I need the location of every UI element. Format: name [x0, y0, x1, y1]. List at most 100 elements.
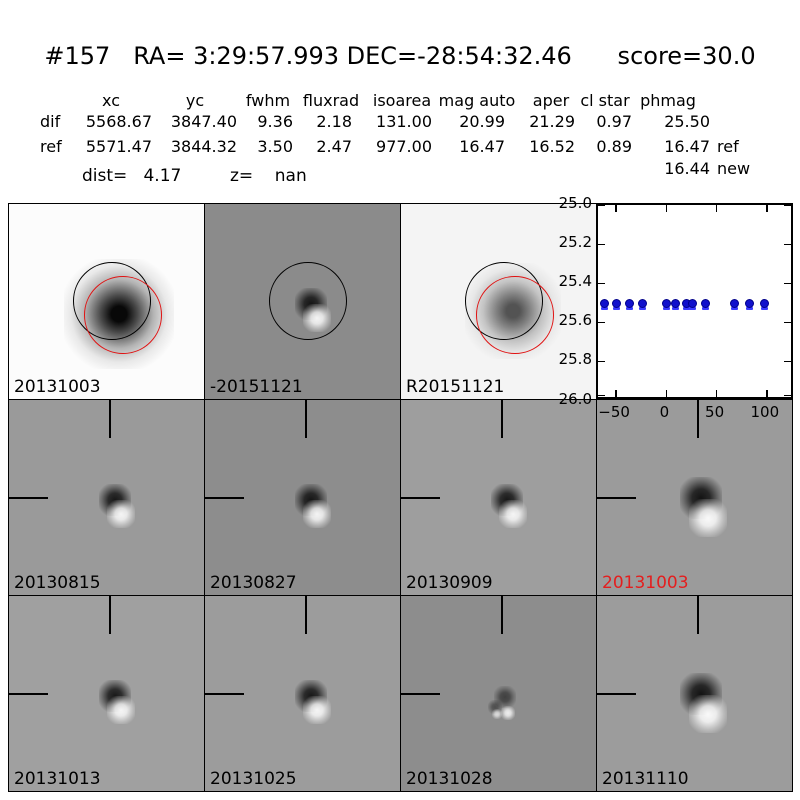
cutout-cell-20131003: 20131003 [596, 399, 793, 596]
x-tick-label: 100 [750, 403, 780, 421]
photometry-point [637, 298, 647, 308]
cutout-cell-20130815: 20130815 [8, 399, 205, 596]
crosshair-tick-left [205, 693, 244, 695]
y-tick-left [598, 282, 605, 285]
y-tick-left [598, 205, 605, 207]
residual-blob-light-1 [689, 499, 727, 537]
x-tick-bottom [715, 390, 718, 397]
x-tick-top [615, 205, 617, 212]
y-tick-right [784, 395, 791, 397]
cutout-date-label: -20151121 [210, 377, 303, 397]
table-value-dif-5: 20.99 [459, 112, 505, 131]
crosshair-tick-left [9, 497, 48, 499]
table-value-dif-3: 2.18 [316, 112, 352, 131]
crosshair-tick-top [109, 400, 111, 438]
photometry-limit-cap [671, 307, 679, 311]
cutout-cell-20131110: 20131110 [596, 595, 793, 792]
aperture-circle-red [84, 276, 162, 354]
y-tick-left [598, 361, 605, 363]
table-header-xc: xc [102, 91, 120, 110]
dist-value: dist= 4.17 [82, 166, 182, 186]
y-tick-left [598, 321, 605, 324]
table-row-label-ref: ref [40, 137, 62, 156]
table-value-ref-2: 3.50 [257, 137, 293, 156]
table-header-aper: aper [532, 91, 570, 110]
x-tick-bottom [665, 390, 668, 397]
cutout-date-label: R20151121 [406, 377, 505, 397]
x-tick-bottom [766, 390, 768, 397]
phmag-extra-suffix: new [717, 159, 751, 178]
photometry-limit-cap [638, 307, 646, 311]
source-blob-dark-0 [494, 686, 516, 708]
cutout-cell-R20151121: R20151121 [400, 203, 597, 400]
y-tick-label: 25.8 [558, 350, 592, 369]
table-header-cl-star: cl star [580, 91, 630, 110]
crosshair-tick-left [597, 497, 636, 499]
photometry-point [730, 298, 740, 308]
table-value-ref-0: 5571.47 [85, 137, 152, 156]
cutout-cell-20131028: 20131028 [400, 595, 597, 792]
y-tick-right [784, 282, 791, 285]
photometry-limit-cap [761, 307, 769, 311]
aperture-circle-red [476, 276, 554, 354]
table-header-yc: yc [185, 91, 205, 110]
page-title: #157 RA= 3:29:57.993 DEC=-28:54:32.46 sc… [44, 42, 756, 70]
y-tick-right [784, 361, 791, 363]
photometry-limit-cap [746, 307, 754, 311]
table-row-label-dif: dif [40, 112, 61, 131]
crosshair-tick-left [401, 693, 440, 695]
photometry-point [745, 298, 755, 308]
y-tick-label: 25.0 [558, 193, 592, 212]
table-value-dif-1: 3847.40 [170, 112, 237, 131]
y-tick-right [784, 321, 791, 324]
table-value-ref-7: 0.89 [596, 137, 632, 156]
cutout-cell--20151121: -20151121 [204, 203, 401, 400]
aperture-circle-black [269, 262, 347, 340]
table-header-phmag: phmag [640, 91, 696, 110]
residual-blob-light-1 [689, 695, 727, 733]
cutout-cell-20131025: 20131025 [204, 595, 401, 792]
crosshair-tick-top [305, 596, 307, 634]
cutout-cell-20130827: 20130827 [204, 399, 401, 596]
cutout-date-label: 20131028 [406, 769, 493, 789]
cutout-cell-20131003: 20131003 [8, 203, 205, 400]
table-value-ref-1: 3844.32 [170, 137, 237, 156]
photometry-point [611, 298, 621, 308]
x-tick-top [766, 205, 768, 212]
x-tick-label: −50 [598, 403, 630, 421]
cutout-date-label: 20131003 [602, 573, 689, 593]
y-tick-label: 25.2 [558, 232, 592, 251]
x-tick-top [715, 205, 718, 212]
photometry-point [670, 298, 680, 308]
cutout-date-label: 20131003 [14, 377, 101, 397]
phmag-extra-value: 16.44 [664, 159, 710, 178]
table-header-isoarea: isoarea [372, 91, 432, 110]
y-tick-right [784, 205, 791, 207]
cutout-date-label: 20130909 [406, 573, 493, 593]
crosshair-tick-top [501, 596, 503, 634]
photometry-limit-cap [682, 307, 690, 311]
photometry-point [760, 298, 770, 308]
residual-blob-light-1 [499, 500, 527, 528]
crosshair-tick-top [501, 400, 503, 438]
crosshair-tick-top [697, 596, 699, 634]
table-header-fwhm: fwhm [245, 91, 291, 110]
photometry-point [661, 298, 671, 308]
table-header-mag-auto: mag auto [438, 91, 516, 110]
residual-blob-light-1 [303, 500, 331, 528]
photometry-point [624, 298, 634, 308]
table-value-ref-4: 977.00 [376, 137, 432, 156]
table-value-dif-6: 21.29 [529, 112, 575, 131]
table-value-dif-8: 25.50 [664, 112, 710, 131]
y-tick-right [784, 243, 791, 245]
table-value-dif-2: 9.36 [257, 112, 293, 131]
photometry-point [687, 298, 697, 308]
crosshair-tick-left [597, 693, 636, 695]
residual-blob-light-1 [107, 696, 135, 724]
y-tick-label: 26.0 [558, 389, 592, 408]
table-value-suffix-ref: ref [717, 137, 739, 156]
crosshair-tick-left [401, 497, 440, 499]
photometry-point [701, 298, 711, 308]
table-value-dif-4: 131.00 [376, 112, 432, 131]
